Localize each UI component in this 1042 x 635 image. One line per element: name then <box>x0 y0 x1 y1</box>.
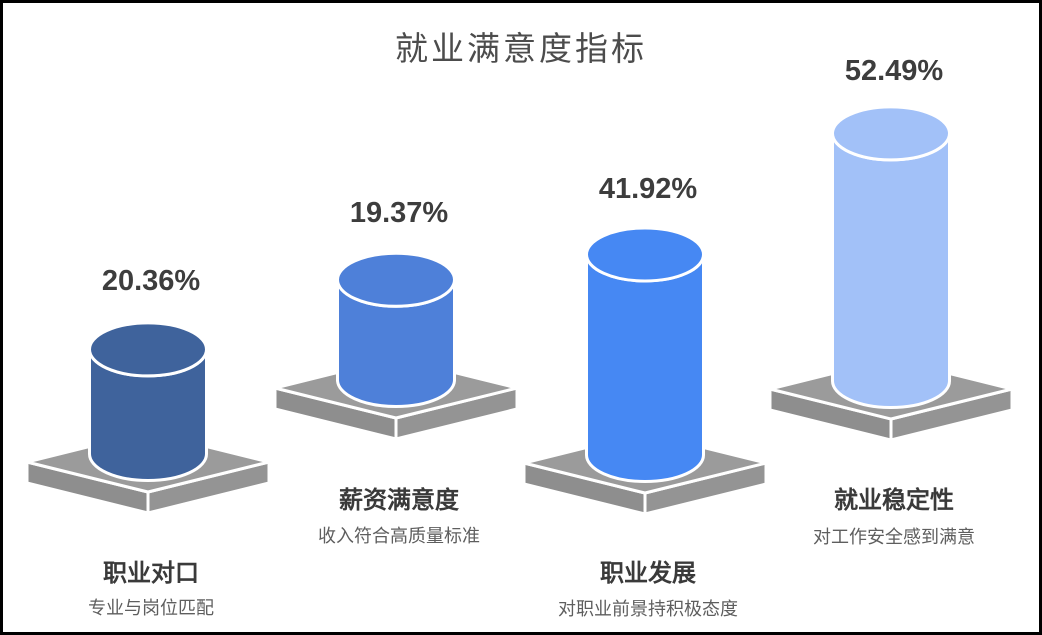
cylinder-group-0 <box>25 321 271 515</box>
chart-title: 就业满意度指标 <box>395 29 647 68</box>
cylinder-top <box>831 105 951 162</box>
cylinder-group-3 <box>768 105 1014 442</box>
value-label-job-stability: 52.49% <box>844 55 944 87</box>
value-label-career-development: 41.92% <box>598 173 698 205</box>
category-label-career-match: 职业对口 <box>103 560 199 587</box>
category-label-job-stability: 就业稳定性 <box>834 487 954 514</box>
cylinder-chart-svg <box>25 105 1014 516</box>
cylinder-group-2 <box>522 226 768 516</box>
cylinder-body <box>585 254 705 483</box>
category-label-career-development: 职业发展 <box>600 560 696 587</box>
cylinder-top <box>585 226 705 283</box>
category-label-salary-satisfaction: 薪资满意度 <box>339 487 459 514</box>
sublabel-career-match: 专业与岗位匹配 <box>88 598 214 619</box>
cylinder-top <box>88 321 208 378</box>
cylinder-body <box>831 133 951 409</box>
sublabel-career-development: 对职业前景持积极态度 <box>558 599 738 620</box>
sublabel-job-stability: 对工作安全感到满意 <box>813 527 975 548</box>
cylinder-top <box>336 251 456 308</box>
value-label-salary-satisfaction: 19.37% <box>349 197 449 229</box>
cylinder-group-1 <box>273 251 519 441</box>
value-label-career-match: 20.36% <box>101 265 201 297</box>
sublabel-salary-satisfaction: 收入符合高质量标准 <box>318 526 480 547</box>
